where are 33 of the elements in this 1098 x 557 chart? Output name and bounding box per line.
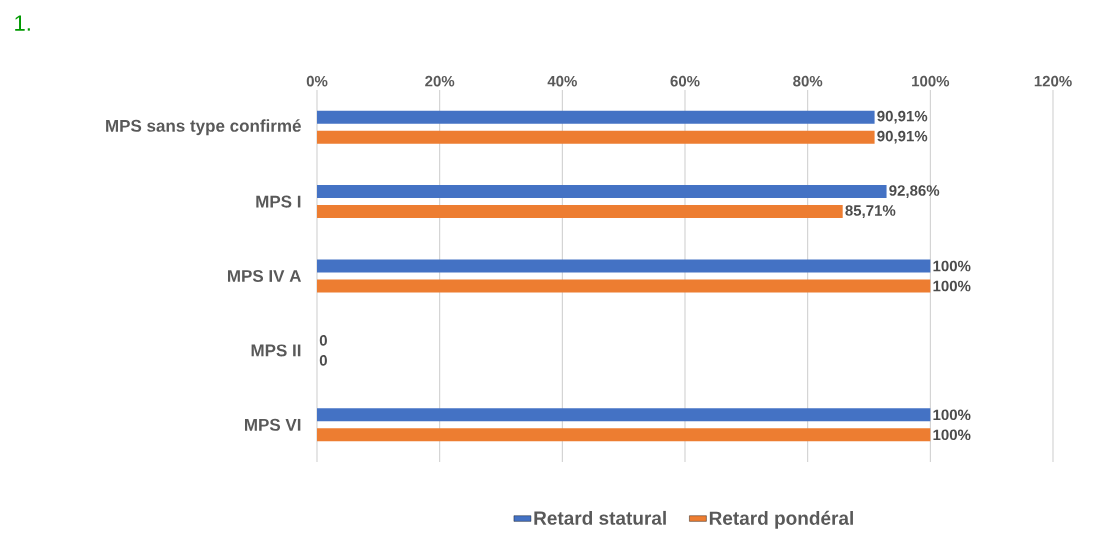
bar [317,205,843,219]
data-label: 100% [933,409,971,421]
data-label: 0 [319,355,327,366]
x-tick-label: 100% [912,75,950,87]
data-label: 100% [933,260,971,272]
data-label: 92,86% [889,185,940,199]
y-tick-label: MPS IV A [228,269,302,283]
text: 1. [15,15,30,31]
y-tick-label: MPS I [256,195,301,208]
data-label: 100% [933,429,971,441]
bar [317,279,931,293]
data-label: 85,71% [845,205,896,219]
bar [317,428,931,442]
bar [317,259,931,273]
data-label: 100% [933,280,971,292]
x-tick-label: 0% [306,75,328,87]
legend-label: Retard pondéral [709,510,853,529]
data-label: 90,91% [877,110,928,124]
legend-label: Retard statural [534,510,666,525]
x-tick-label: 80% [793,75,823,87]
x-tick-label: 40% [547,75,577,87]
bar [317,110,875,124]
data-label: 0 [319,335,327,346]
x-tick-label: 60% [670,75,700,87]
bar [317,408,931,422]
y-tick-label: MPS sans type confirmé [106,119,301,136]
bar [317,130,875,144]
y-tick-label: MPS VI [245,418,301,431]
x-tick-label: 120% [1034,75,1072,87]
data-label: 90,91% [877,130,928,144]
x-tick-label: 20% [425,75,455,87]
bar [317,185,887,199]
y-tick-label: MPS II [251,344,301,357]
